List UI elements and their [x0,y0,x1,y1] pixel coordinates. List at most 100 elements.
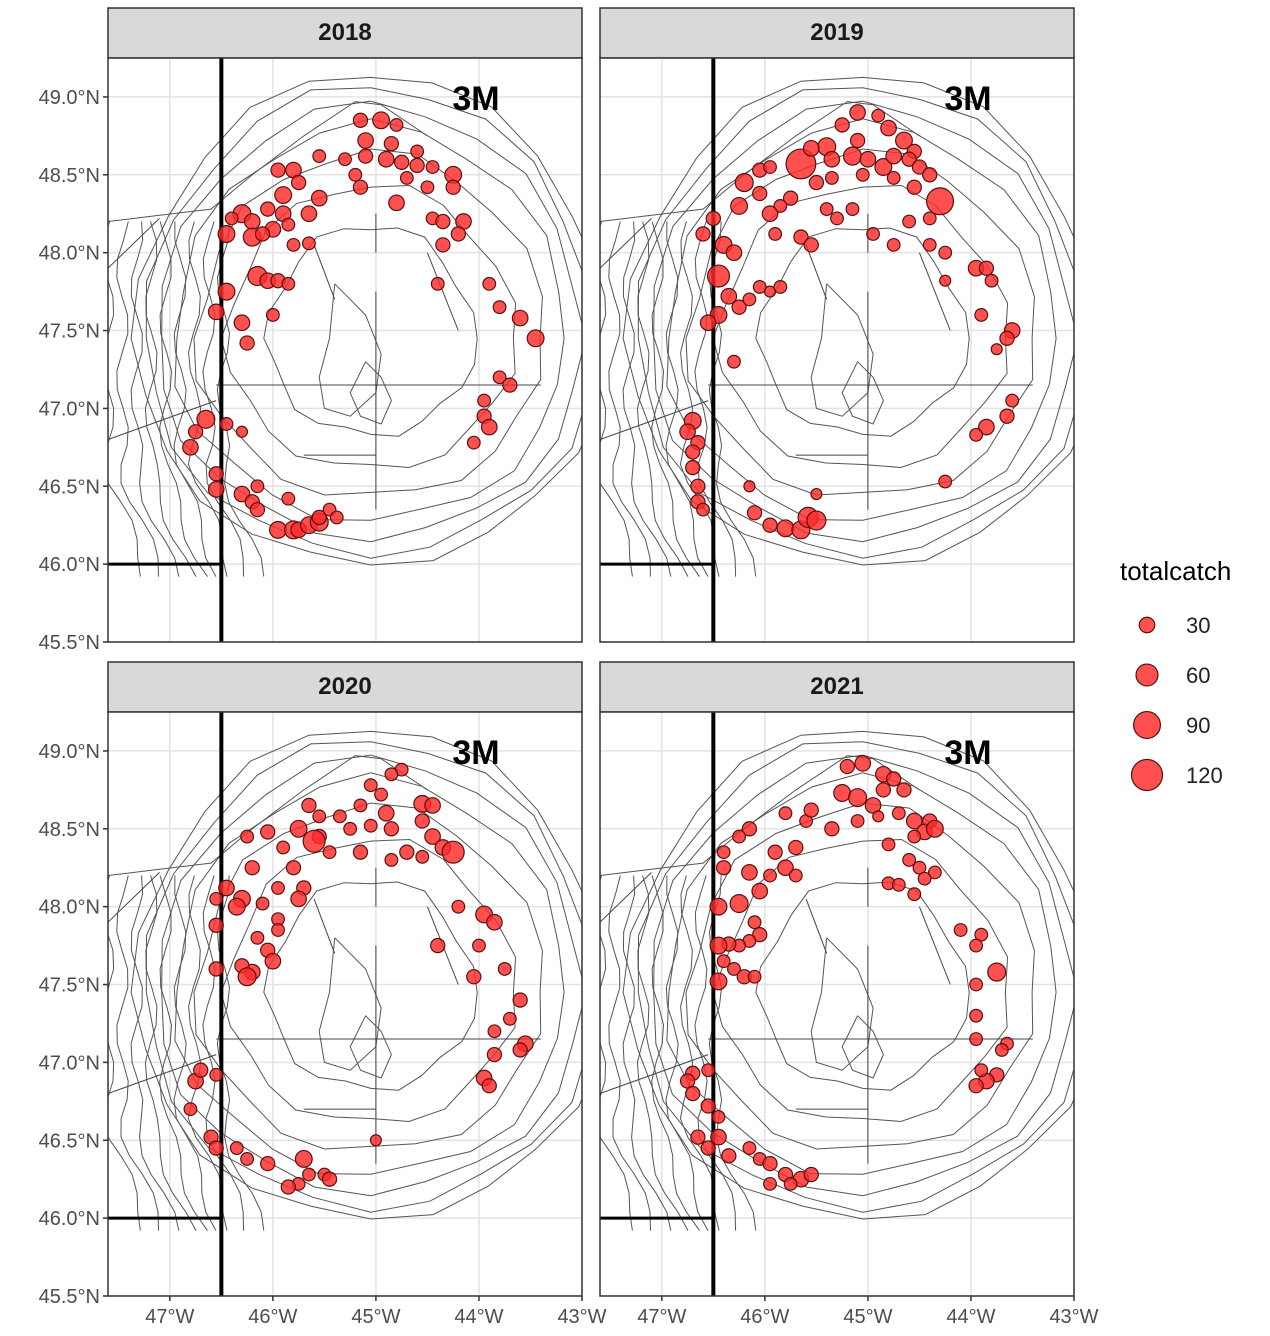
catch-point [229,1141,244,1155]
catch-point [848,788,868,808]
catch-point [511,309,529,327]
shelf-contour [694,221,737,577]
catch-point [302,829,326,853]
catch-point [480,418,498,436]
stratum-boundary [600,1054,709,1094]
catch-point [482,276,497,291]
catch-point [487,1024,502,1039]
x-tick-label: 43°W [1049,1306,1098,1328]
facet-panel-2020: 2020 3M [107,661,583,1297]
catch-point [384,767,399,782]
catch-point [710,1128,727,1146]
catch-point [761,205,779,223]
catch-point [926,187,955,216]
catch-point [290,174,307,191]
catch-point [289,819,308,838]
catch-point [901,151,917,167]
shelf-contour [144,875,197,1231]
catch-point [486,1046,503,1063]
catch-point [776,519,795,538]
catch-point [742,292,757,307]
depth-contour [622,730,1074,1220]
facet-strip [107,661,583,713]
catch-point [762,517,778,533]
catch-point [709,897,728,916]
catch-point [430,937,446,954]
catch-point [881,837,896,852]
catch-point [254,226,271,242]
catch-point [742,1141,757,1155]
catch-point [255,896,270,911]
stratum-boundary [426,252,459,331]
catch-point [415,849,430,864]
catch-point [727,962,741,976]
catch-point [969,427,984,442]
shelf-contour [216,875,265,1231]
catch-point [727,354,741,369]
catch-point [512,992,528,1008]
panel-border [107,711,583,1297]
shelf-contour [679,221,720,577]
catch-point [978,418,995,436]
catch-point [240,829,255,844]
catch-point [312,149,327,164]
depth-contour [637,87,1074,559]
catch-point [902,214,917,229]
y-tick-label: 47.0°N [39,1052,100,1074]
catch-point [300,205,318,223]
catch-point [383,821,400,837]
catch-point [217,225,236,243]
shelf-contour [608,221,651,577]
catch-point [302,236,316,251]
catch-point [709,972,728,991]
catch-point [352,179,369,195]
catch-point [874,158,893,176]
stratum-boundary [108,218,160,269]
catch-point [187,424,204,440]
catch-point [207,481,225,498]
catch-point [925,819,944,838]
catch-point [721,1148,737,1164]
catch-point [730,196,749,215]
shelf-contour [202,875,245,1231]
panel-background [600,58,1074,642]
shelf-contour [173,875,217,1231]
catch-point [492,300,507,315]
catch-point [281,217,296,232]
catch-point [389,118,404,132]
stratum-boundary [805,898,828,954]
catch-point [685,444,701,460]
legend-label: 120 [1186,763,1223,788]
catch-point [803,802,819,818]
depth-contour [161,100,582,543]
panel-contents [600,58,1074,642]
stratum-boundary [108,872,160,923]
catch-point [235,425,249,438]
catch-point [880,119,897,137]
catch-point [219,417,234,431]
division-label: 3M [452,80,499,118]
catch-point [778,806,793,821]
depth-contour [145,87,582,559]
catch-point [321,1171,338,1187]
panel-border [599,57,1075,643]
bathymetry-contours [108,76,582,577]
catch-point [849,132,866,149]
catch-point [762,1155,778,1172]
legend-key [1138,616,1156,634]
panel-border [107,57,583,643]
catch-points [182,111,545,540]
depth-contour [653,100,1074,543]
catch-point [209,1067,224,1082]
facets-layer: 2018 3M 2019 3M 2020 3M 2021 3M [107,7,1075,1297]
depth-contour [174,118,565,521]
shelf-contour [622,875,672,1231]
catch-point [209,891,224,906]
x-tick-label: 43°W [557,1306,606,1328]
catch-point [871,108,886,123]
catch-point [285,860,302,876]
catch-point [803,1166,819,1183]
legend-label: 60 [1186,663,1210,688]
catch-point [301,797,317,814]
